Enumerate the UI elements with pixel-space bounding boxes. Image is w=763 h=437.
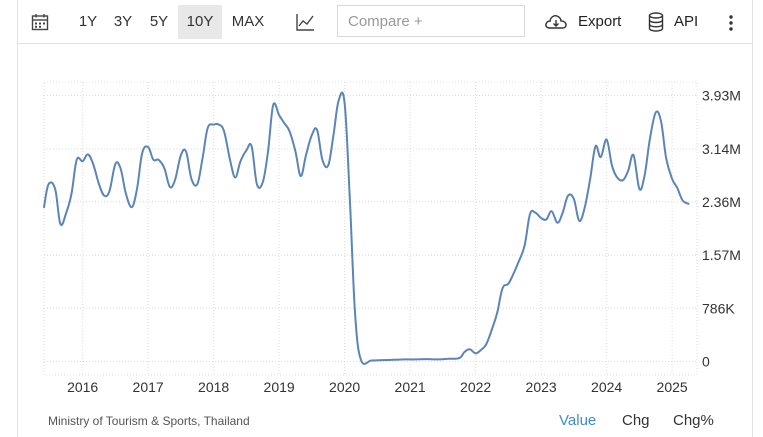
y-tick-label: 786K	[702, 300, 735, 316]
compare-input[interactable]	[337, 5, 525, 37]
tab-chg-percent[interactable]: Chg%	[673, 412, 714, 429]
more-vertical-icon[interactable]	[728, 15, 734, 36]
source-label: Ministry of Tourism & Sports, Thailand	[48, 414, 250, 428]
api-button[interactable]: API	[674, 13, 699, 30]
x-tick-label: 2018	[198, 379, 229, 395]
x-axis-ticks: 2016 2017 2018 2019 2020 2021 2022 2023 2024 2025	[67, 379, 688, 395]
x-tick-label: 2023	[526, 379, 557, 395]
x-tick-label: 2022	[460, 379, 491, 395]
range-button-10y[interactable]: 10Y	[178, 5, 222, 39]
plot-border	[43, 81, 698, 376]
y-tick-label: 3.14M	[702, 141, 741, 157]
y-tick-label: 0	[702, 353, 710, 369]
line-chart-icon[interactable]	[295, 12, 315, 37]
range-button-5y[interactable]: 5Y	[149, 13, 169, 30]
x-tick-label: 2020	[329, 379, 360, 395]
x-tick-label: 2025	[657, 379, 688, 395]
chart-frame	[17, 0, 753, 437]
chart-toolbar: 1Y 3Y 5Y 10Y MAX Export API	[17, 0, 753, 44]
y-tick-label: 2.36M	[702, 194, 741, 210]
database-icon[interactable]	[648, 12, 664, 37]
export-button[interactable]: Export	[578, 13, 622, 30]
chart-grid	[43, 81, 698, 376]
range-button-max[interactable]: MAX	[231, 13, 265, 30]
series-line	[43, 91, 690, 365]
x-tick-label: 2024	[591, 379, 622, 395]
x-tick-label: 2021	[395, 379, 426, 395]
x-tick-label: 2016	[67, 379, 98, 395]
tab-value[interactable]: Value	[559, 412, 597, 429]
y-tick-label: 3.93M	[702, 88, 741, 104]
x-tick-label: 2017	[133, 379, 164, 395]
x-tick-label: 2019	[264, 379, 295, 395]
y-axis-ticks: 3.93M 3.14M 2.36M 1.57M 786K 0	[702, 88, 741, 370]
range-button-1y[interactable]: 1Y	[78, 13, 98, 30]
cloud-download-icon[interactable]	[544, 13, 568, 36]
calendar-icon[interactable]	[31, 13, 49, 36]
tab-chg[interactable]: Chg	[622, 412, 650, 429]
y-tick-label: 1.57M	[702, 247, 741, 263]
range-button-3y[interactable]: 3Y	[113, 13, 133, 30]
